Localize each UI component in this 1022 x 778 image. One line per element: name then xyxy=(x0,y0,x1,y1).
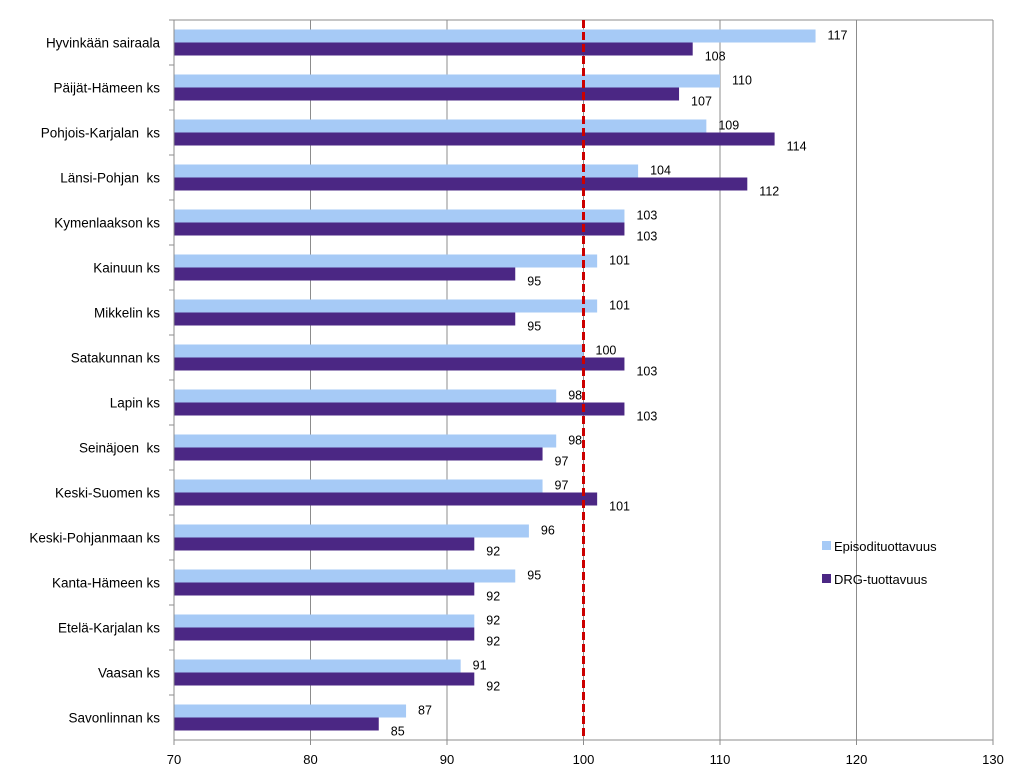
bar-episodituottavuus xyxy=(174,74,720,88)
bar-episodituottavuus xyxy=(174,659,461,673)
category-label: Lapin ks xyxy=(110,396,161,411)
bar-episodituottavuus xyxy=(174,209,625,223)
x-tick-label: 130 xyxy=(982,752,1004,767)
value-label-episodituottavuus: 97 xyxy=(555,479,569,493)
category-label: Länsi-Pohjan ks xyxy=(60,171,160,186)
category-label: Etelä-Karjalan ks xyxy=(58,621,160,636)
bar-episodituottavuus xyxy=(174,299,598,313)
value-label-episodituottavuus: 98 xyxy=(568,434,582,448)
bar-drg-tuottavuus xyxy=(174,402,625,416)
value-label-drg-tuottavuus: 92 xyxy=(486,545,500,559)
value-label-drg-tuottavuus: 85 xyxy=(391,725,405,739)
bar-drg-tuottavuus xyxy=(174,132,775,146)
value-label-drg-tuottavuus: 112 xyxy=(759,185,779,199)
value-label-episodituottavuus: 110 xyxy=(732,74,752,88)
bar-episodituottavuus xyxy=(174,119,707,133)
bar-drg-tuottavuus xyxy=(174,627,475,641)
bar-drg-tuottavuus xyxy=(174,312,516,326)
x-tick-label: 80 xyxy=(303,752,317,767)
legend: Episodituottavuus DRG-tuottavuus xyxy=(822,539,937,587)
value-label-episodituottavuus: 109 xyxy=(718,119,739,133)
value-label-drg-tuottavuus: 92 xyxy=(486,590,500,604)
value-label-drg-tuottavuus: 103 xyxy=(636,410,657,424)
category-label: Seinäjoen ks xyxy=(79,441,160,456)
bar-drg-tuottavuus xyxy=(174,447,543,461)
category-label: Kainuun ks xyxy=(93,261,160,276)
value-label-drg-tuottavuus: 92 xyxy=(486,680,500,694)
category-label: Hyvinkään sairaala xyxy=(46,36,161,51)
value-label-drg-tuottavuus: 114 xyxy=(787,140,807,154)
x-tick-label: 120 xyxy=(846,752,868,767)
value-label-drg-tuottavuus: 95 xyxy=(527,275,541,289)
category-label: Savonlinnan ks xyxy=(68,711,160,726)
bar-drg-tuottavuus xyxy=(174,222,625,236)
category-label: Mikkelin ks xyxy=(94,306,160,321)
bar-drg-tuottavuus xyxy=(174,177,748,191)
bar-episodituottavuus xyxy=(174,29,816,43)
bar-episodituottavuus xyxy=(174,569,516,583)
x-tick-label: 70 xyxy=(167,752,181,767)
category-label: Pohjois-Karjalan ks xyxy=(41,126,161,141)
x-tick-label: 110 xyxy=(710,752,731,767)
value-label-episodituottavuus: 101 xyxy=(609,254,630,268)
value-label-episodituottavuus: 92 xyxy=(486,614,500,628)
bar-episodituottavuus xyxy=(174,704,407,718)
value-label-drg-tuottavuus: 103 xyxy=(636,230,657,244)
category-label: Satakunnan ks xyxy=(71,351,161,366)
value-label-drg-tuottavuus: 92 xyxy=(486,635,500,649)
value-label-episodituottavuus: 95 xyxy=(527,569,541,583)
bar-drg-tuottavuus xyxy=(174,87,680,101)
category-label: Kanta-Hämeen ks xyxy=(52,576,160,591)
bar-drg-tuottavuus xyxy=(174,42,693,56)
bar-episodituottavuus xyxy=(174,389,557,403)
value-labels: 117 108 110 107 109 114 104 112 103 103 101 95 101 95… xyxy=(391,29,848,739)
value-label-drg-tuottavuus: 107 xyxy=(691,95,712,109)
value-label-episodituottavuus: 104 xyxy=(650,164,671,178)
bar-drg-tuottavuus xyxy=(174,267,516,281)
axes: 70 80 90 100 110 120 130 Hyvinkään sairaala Päij… xyxy=(29,19,1004,767)
value-label-episodituottavuus: 91 xyxy=(473,659,487,673)
legend-label: DRG-tuottavuus xyxy=(834,572,928,587)
value-label-episodituottavuus: 117 xyxy=(828,29,848,43)
category-label: Päijät-Hämeen ks xyxy=(53,81,160,96)
x-tick-label: 90 xyxy=(440,752,454,767)
bar-drg-tuottavuus xyxy=(174,537,475,551)
bar-drg-tuottavuus xyxy=(174,582,475,596)
bar-drg-tuottavuus xyxy=(174,357,625,371)
value-label-drg-tuottavuus: 101 xyxy=(609,500,630,514)
legend-label: Episodituottavuus xyxy=(834,539,937,554)
value-label-episodituottavuus: 96 xyxy=(541,524,555,538)
bar-drg-tuottavuus xyxy=(174,717,379,731)
bar-drg-tuottavuus xyxy=(174,672,475,686)
bar-episodituottavuus xyxy=(174,254,598,268)
value-label-drg-tuottavuus: 108 xyxy=(705,50,726,64)
bars xyxy=(174,29,816,731)
value-label-episodituottavuus: 101 xyxy=(609,299,630,313)
bar-episodituottavuus xyxy=(174,479,543,493)
value-label-drg-tuottavuus: 103 xyxy=(636,365,657,379)
bar-episodituottavuus xyxy=(174,344,584,358)
value-label-episodituottavuus: 100 xyxy=(596,344,617,358)
bar-drg-tuottavuus xyxy=(174,492,598,506)
bar-episodituottavuus xyxy=(174,164,639,178)
value-label-episodituottavuus: 87 xyxy=(418,704,432,718)
category-label: Kymenlaakson ks xyxy=(54,216,160,231)
value-label-drg-tuottavuus: 97 xyxy=(555,455,569,469)
category-label: Vaasan ks xyxy=(98,666,160,681)
value-label-episodituottavuus: 103 xyxy=(636,209,657,223)
bar-episodituottavuus xyxy=(174,434,557,448)
value-label-drg-tuottavuus: 95 xyxy=(527,320,541,334)
bar-episodituottavuus xyxy=(174,614,475,628)
legend-swatch xyxy=(822,541,831,550)
bar-episodituottavuus xyxy=(174,524,529,538)
category-label: Keski-Pohjanmaan ks xyxy=(29,531,160,546)
legend-swatch xyxy=(822,574,831,583)
category-label: Keski-Suomen ks xyxy=(55,486,160,501)
value-label-episodituottavuus: 98 xyxy=(568,389,582,403)
x-tick-label: 100 xyxy=(573,752,595,767)
